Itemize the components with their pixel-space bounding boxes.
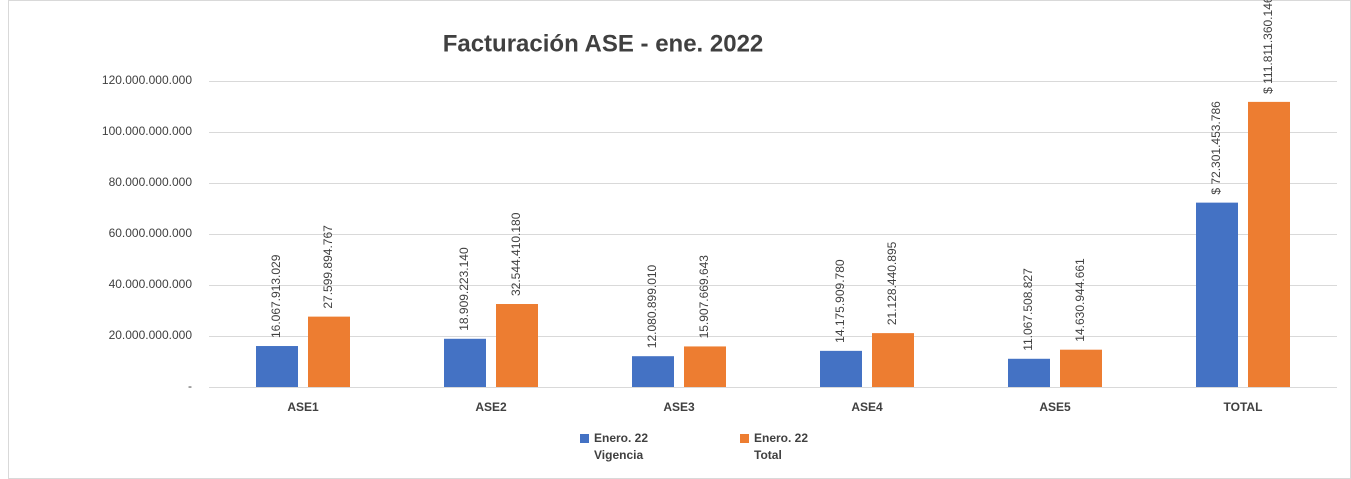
data-label: 12.080.899.010 [645,264,659,348]
y-tick-label: 60.000.000.000 [109,226,193,240]
x-tick-label: ASE4 [851,400,883,414]
legend-swatch [580,434,589,443]
bar [1196,202,1238,387]
bar [820,350,862,387]
bar [1248,101,1290,387]
x-tick-label: TOTAL [1224,400,1263,414]
y-tick-label: 40.000.000.000 [109,277,193,291]
x-tick-label: ASE2 [475,400,507,414]
bar [632,356,674,387]
y-tick-label: 80.000.000.000 [109,175,193,189]
bar [1008,358,1050,387]
legend-entry: Enero. 22 Vigencia [580,430,674,464]
bar [496,304,538,387]
x-tick-label: ASE1 [287,400,319,414]
data-label: 27.599.894.767 [321,225,335,309]
data-label: 32.544.410.180 [509,212,523,296]
data-label: 14.630.944.661 [1073,258,1087,342]
data-label: 21.128.440.895 [885,241,899,325]
legend-label: Enero. 22 Vigencia [594,431,649,462]
y-tick-label: 20.000.000.000 [109,328,193,342]
x-tick-label: ASE5 [1039,400,1071,414]
data-label: 16.067.913.029 [269,254,283,338]
legend-swatch [740,434,749,443]
data-label: 11.067.508.827 [1021,268,1035,351]
y-tick-label: 100.000.000.000 [102,124,192,138]
bar [308,316,350,387]
bar [872,333,914,387]
bar [256,346,298,387]
bar [1060,349,1102,387]
data-label: 18.909.223.140 [457,247,471,331]
bar [444,338,486,387]
bar [684,346,726,387]
y-tick-label: - [188,379,192,393]
legend-label: Enero. 22 Total [754,431,809,462]
data-label: 14.175.909.780 [833,259,847,343]
legend-entry: Enero. 22 Total [740,430,834,464]
x-tick-label: ASE3 [663,400,695,414]
data-label: 15.907.669.643 [697,255,711,339]
data-label: $ 72.301.453.786 [1209,101,1223,195]
chart-title: Facturación ASE - ene. 2022 [443,30,764,57]
data-label: $ 111.811.360.146 [1261,0,1275,94]
y-tick-label: 120.000.000.000 [102,73,192,87]
